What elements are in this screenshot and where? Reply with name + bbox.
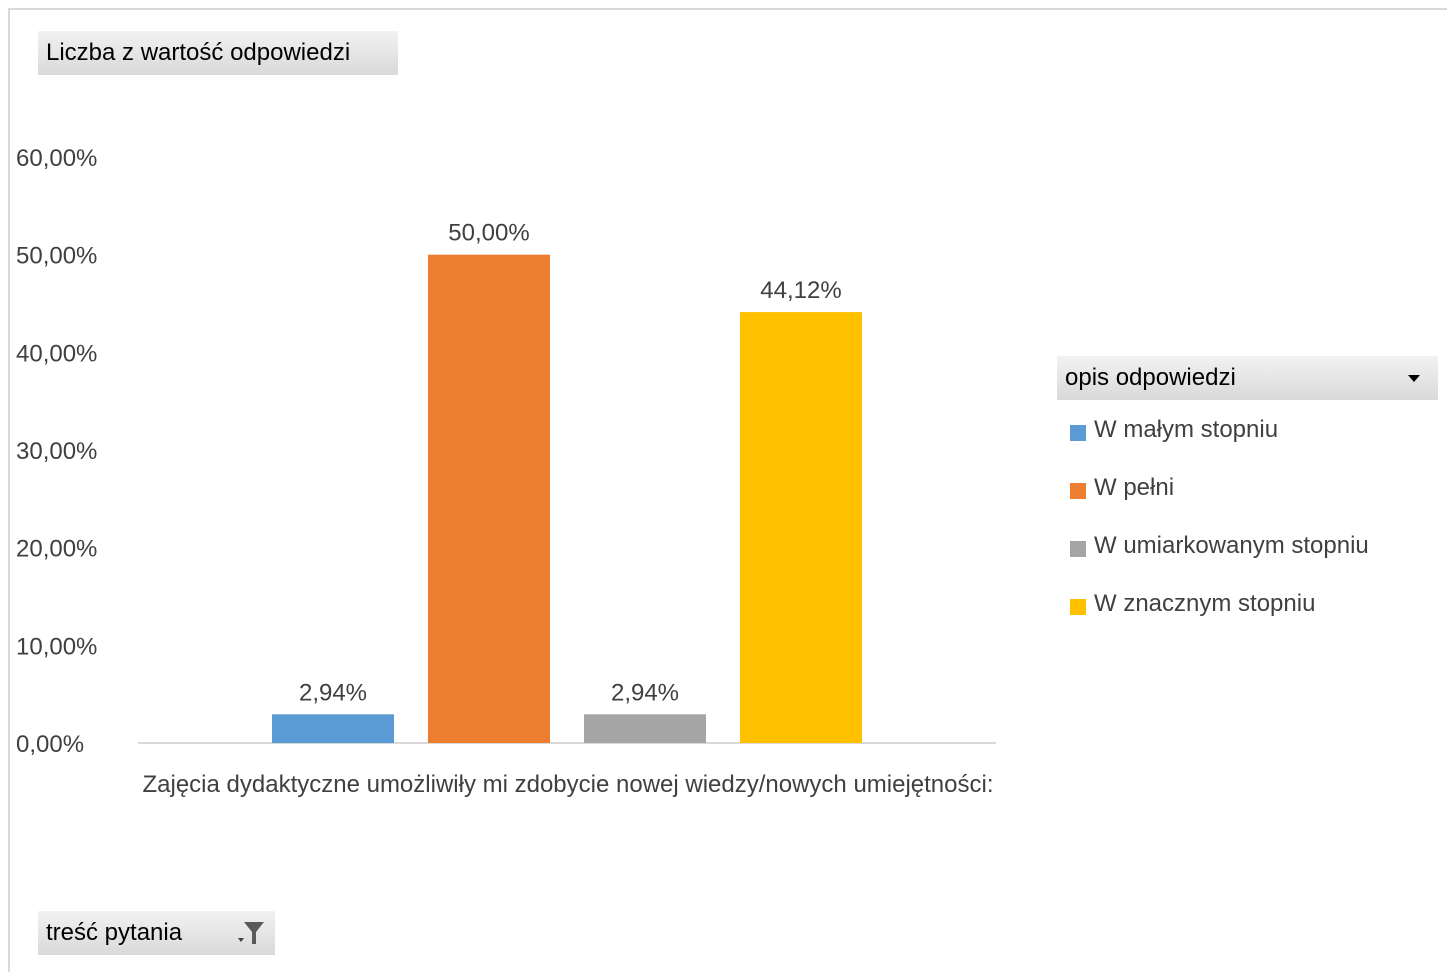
legend-label: W znacznym stopniu — [1094, 590, 1316, 617]
filter-icon[interactable] — [237, 920, 265, 946]
filter-field-button[interactable]: treść pytania — [38, 911, 275, 955]
y-tick-label: 50,00% — [16, 243, 97, 270]
legend-swatch — [1070, 541, 1086, 557]
bar[interactable] — [740, 312, 862, 743]
data-label: 50,00% — [448, 220, 529, 247]
x-category-label: Zajęcia dydaktyczne umożliwiły mi zdobyc… — [142, 771, 994, 798]
legend-swatch — [1070, 483, 1086, 499]
values-field-label: Liczba z wartość odpowiedzi — [46, 39, 351, 66]
y-tick-label: 20,00% — [16, 536, 97, 563]
dropdown-arrow-icon[interactable] — [1408, 375, 1420, 382]
legend-label: W pełni — [1094, 474, 1175, 501]
legend-swatch — [1070, 425, 1086, 441]
data-label: 2,94% — [611, 679, 679, 706]
y-tick-label: 10,00% — [16, 633, 97, 660]
legend-field-label: opis odpowiedzi — [1065, 364, 1236, 391]
data-label: 44,12% — [760, 277, 841, 304]
bar[interactable] — [584, 714, 706, 743]
y-tick-label: 60,00% — [16, 145, 97, 172]
y-tick-label: 40,00% — [16, 340, 97, 367]
chart-area-border — [8, 8, 1447, 972]
legend-field-button[interactable]: opis odpowiedzi — [1057, 356, 1438, 400]
y-tick-label: 0,00% — [16, 731, 84, 758]
bar[interactable] — [272, 714, 394, 743]
bar[interactable] — [428, 254, 550, 743]
y-tick-label: 30,00% — [16, 438, 97, 465]
legend-label: W umiarkowanym stopniu — [1094, 532, 1369, 559]
legend-swatch — [1070, 599, 1086, 615]
values-field-button[interactable]: Liczba z wartość odpowiedzi — [38, 31, 398, 75]
data-label: 2,94% — [299, 679, 367, 706]
filter-field-label: treść pytania — [46, 919, 183, 946]
legend-label: W małym stopniu — [1094, 416, 1279, 443]
